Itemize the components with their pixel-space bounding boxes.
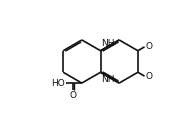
Text: O: O <box>70 91 77 100</box>
Text: NH: NH <box>101 75 115 84</box>
Text: NH: NH <box>101 39 115 48</box>
Text: O: O <box>146 72 153 81</box>
Text: O: O <box>146 42 153 51</box>
Text: HO: HO <box>52 79 65 88</box>
